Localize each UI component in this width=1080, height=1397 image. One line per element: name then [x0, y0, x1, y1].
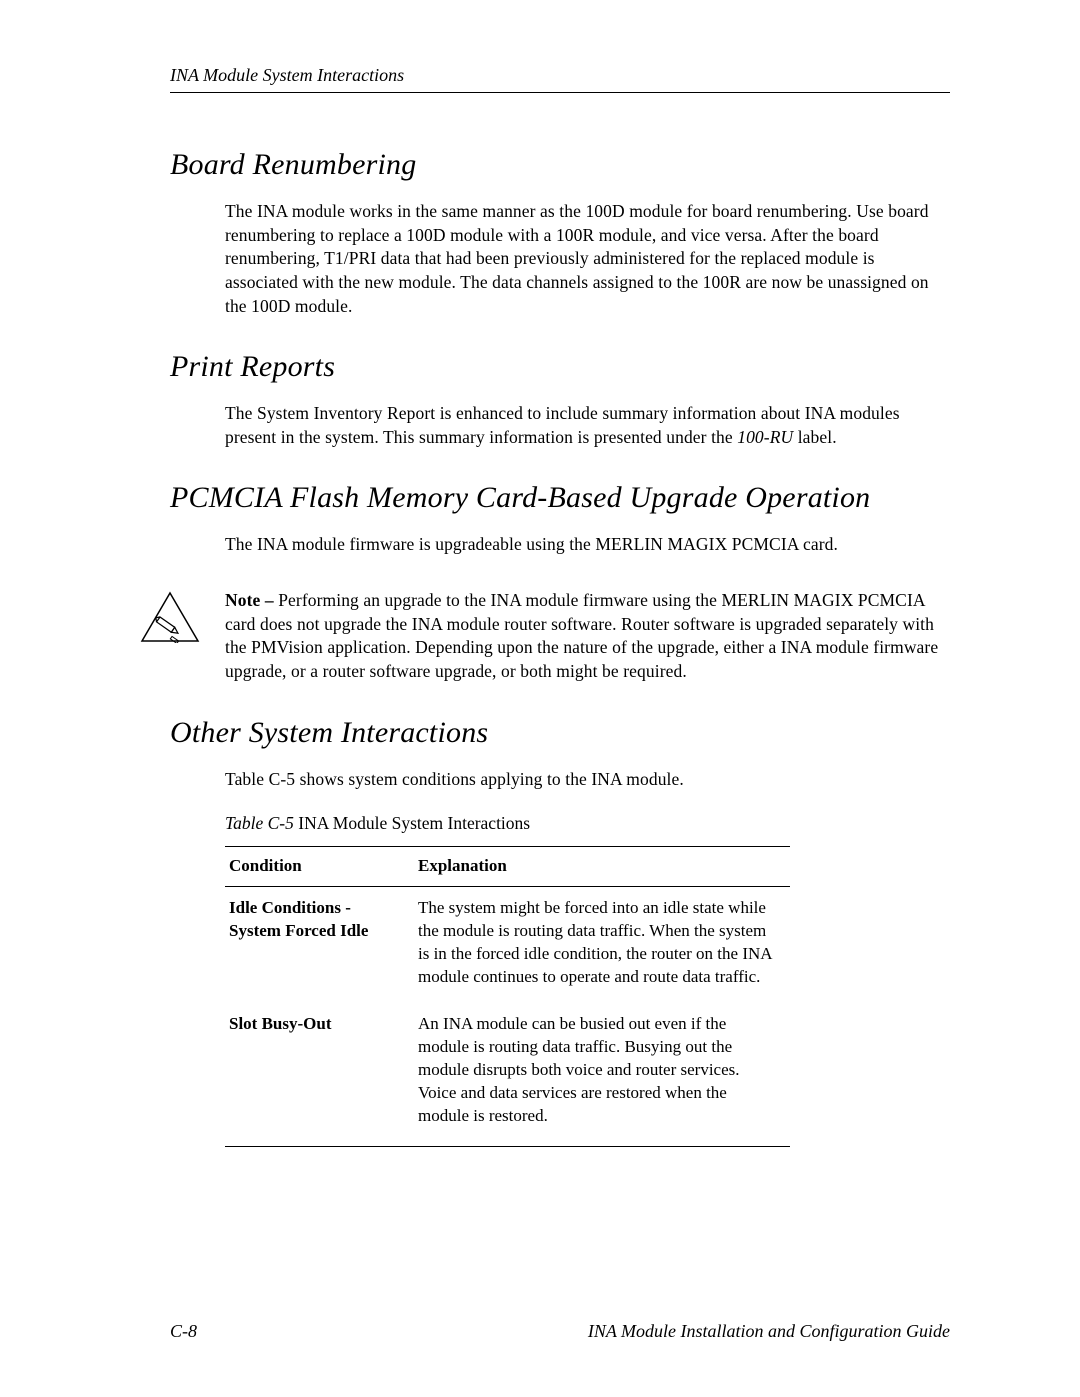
section-heading-pcmcia: PCMCIA Flash Memory Card-Based Upgrade O…	[170, 481, 950, 515]
cell-explanation: The system might be forced into an idle …	[414, 887, 790, 1003]
note-body: Performing an upgrade to the INA module …	[225, 590, 938, 681]
cell-condition: Idle Conditions - System Forced Idle	[225, 887, 414, 1003]
system-interactions-table: Condition Explanation Idle Conditions - …	[225, 846, 790, 1146]
footer-page-number: C-8	[170, 1321, 197, 1342]
body-text: Table C-5 shows system conditions applyi…	[225, 768, 950, 792]
text-run: label.	[793, 427, 836, 447]
running-header: INA Module System Interactions	[170, 65, 950, 93]
table-row: Idle Conditions - System Forced Idle The…	[225, 887, 790, 1003]
section-heading-board-renumbering: Board Renumbering	[170, 148, 950, 182]
table-number: Table C-5	[225, 813, 294, 833]
body-text: The INA module works in the same manner …	[225, 200, 950, 318]
body-text: The System Inventory Report is enhanced …	[225, 402, 950, 449]
table-title: INA Module System Interactions	[294, 813, 530, 833]
section-heading-other: Other System Interactions	[170, 716, 950, 750]
note-triangle-icon	[140, 591, 200, 648]
note-block: Note – Performing an upgrade to the INA …	[140, 589, 950, 684]
italic-label: 100-RU	[737, 427, 793, 447]
note-label: Note –	[225, 590, 278, 610]
cell-explanation: An INA module can be busied out even if …	[414, 1003, 790, 1146]
footer-guide-title: INA Module Installation and Configuratio…	[588, 1321, 950, 1342]
table-header-row: Condition Explanation	[225, 847, 790, 887]
column-header-condition: Condition	[225, 847, 414, 887]
body-text: The INA module firmware is upgradeable u…	[225, 533, 950, 557]
table-caption: Table C-5 INA Module System Interactions	[225, 813, 950, 834]
section-heading-print-reports: Print Reports	[170, 350, 950, 384]
page-footer: C-8 INA Module Installation and Configur…	[170, 1321, 950, 1342]
cell-condition: Slot Busy-Out	[225, 1003, 414, 1146]
note-text: Note – Performing an upgrade to the INA …	[225, 589, 950, 684]
table-row: Slot Busy-Out An INA module can be busie…	[225, 1003, 790, 1146]
column-header-explanation: Explanation	[414, 847, 790, 887]
document-page: INA Module System Interactions Board Ren…	[0, 0, 1080, 1397]
